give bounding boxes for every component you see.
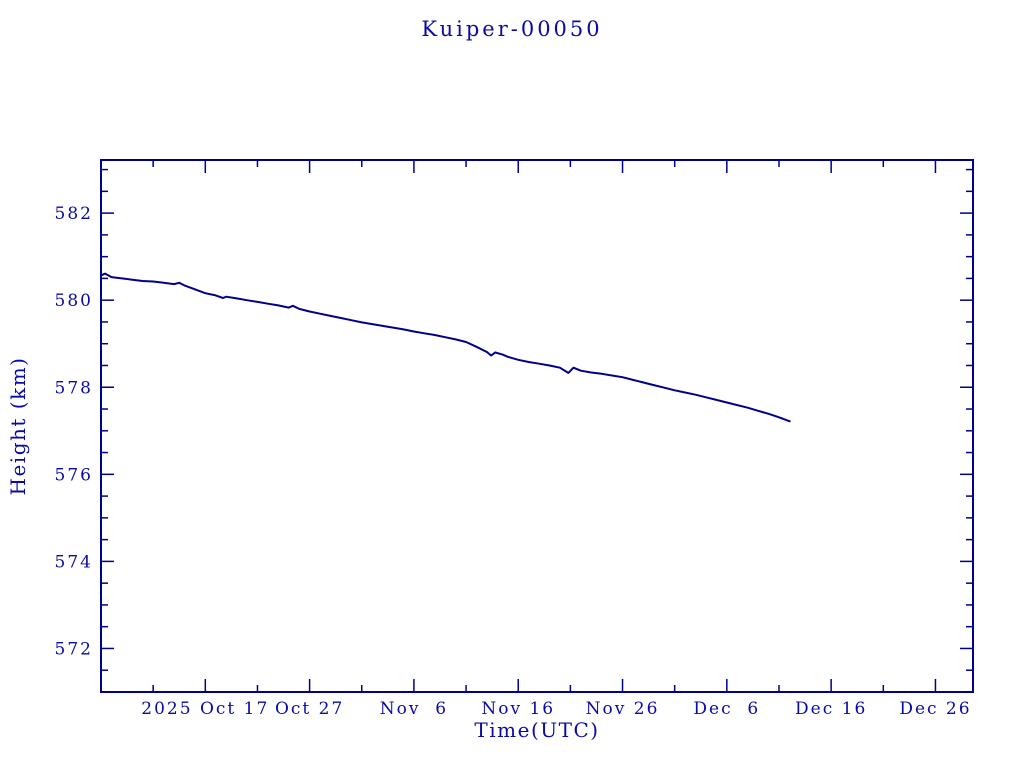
x-tick-label: Dec 6 <box>693 699 760 719</box>
y-tick-label: 578 <box>55 378 93 398</box>
x-tick-label: Nov 16 <box>481 699 555 719</box>
y-tick-label: 582 <box>55 204 93 224</box>
y-tick-label: 574 <box>55 552 93 572</box>
plot-frame <box>100 159 974 693</box>
y-tick-label: 576 <box>55 465 93 485</box>
axis-ticks <box>101 160 973 692</box>
tick-labels: 2025 Oct 17 Oct 27 Nov 6 Nov 16 Nov 26 Dec 6 D… <box>55 204 971 719</box>
y-tick-label: 572 <box>55 639 93 659</box>
x-tick-label: Nov 26 <box>586 699 660 719</box>
x-tick-label: Nov 6 <box>380 699 448 719</box>
x-tick-label: Oct 27 <box>275 699 344 719</box>
x-axis-title: Time(UTC) <box>474 718 600 742</box>
x-tick-label: Dec 26 <box>899 699 971 719</box>
height-data-line <box>100 272 791 423</box>
x-tick-label: Dec 16 <box>795 699 867 719</box>
x-tick-label: 2025 Oct 17 <box>141 699 269 719</box>
y-axis-title: Height (km) <box>6 356 30 496</box>
y-tick-label: 580 <box>55 291 93 311</box>
chart-title: Kuiper-00050 <box>421 17 603 41</box>
